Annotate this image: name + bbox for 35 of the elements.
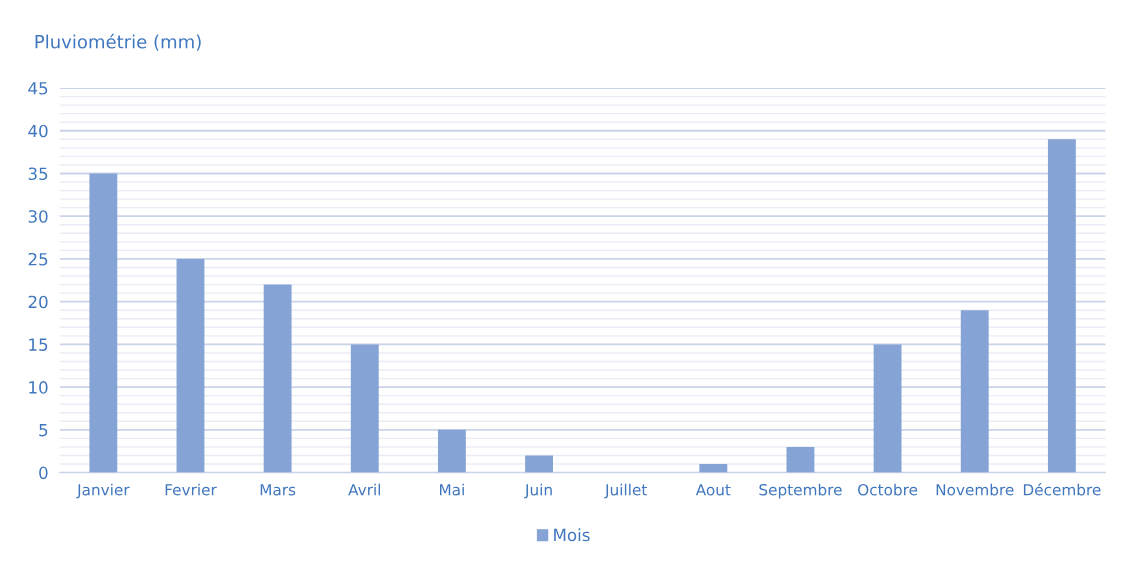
x-tick-label: Novembre: [936, 483, 1014, 496]
bar: [176, 258, 205, 473]
y-tick-label: 15: [29, 338, 48, 351]
y-tick-label: 10: [29, 381, 48, 394]
bar: [263, 284, 292, 473]
x-tick-label: Janvier: [76, 483, 130, 499]
x-tick-label: Fevrier: [165, 483, 217, 496]
y-tick-label: 30: [28, 210, 48, 223]
x-tick-label: Mars: [260, 484, 296, 496]
bar: [437, 429, 466, 473]
legend-label: Mois: [554, 528, 590, 542]
y-tick-label: 5: [39, 424, 48, 437]
x-tick-label: Octobre: [858, 483, 918, 496]
y-tick-label: 0: [39, 466, 48, 480]
y-tick-label: 35: [28, 167, 48, 181]
x-tick-label: Juillet: [604, 483, 647, 499]
bar: [960, 310, 989, 473]
x-tick-label: Mai: [440, 483, 464, 496]
y-tick-label: 25: [28, 252, 48, 266]
x-tick-label: Avril: [348, 483, 381, 496]
y-tick-label: 20: [28, 295, 48, 309]
bar: [350, 344, 379, 473]
y-tick-label: 45: [28, 82, 48, 95]
x-tick-label: Septembre: [759, 483, 842, 499]
bar: [786, 446, 815, 473]
chart-title: Pluviométrie (mm): [35, 33, 201, 51]
x-tick-label: Juin: [524, 483, 552, 499]
y-tick-label: 40: [28, 124, 48, 138]
x-tick-label: Décembre: [1023, 483, 1101, 496]
x-tick-label: Aout: [695, 484, 731, 496]
bar: [1047, 139, 1076, 473]
bar: [525, 455, 553, 473]
bar: [89, 173, 118, 473]
bar: [699, 464, 728, 473]
bar: [873, 344, 902, 473]
